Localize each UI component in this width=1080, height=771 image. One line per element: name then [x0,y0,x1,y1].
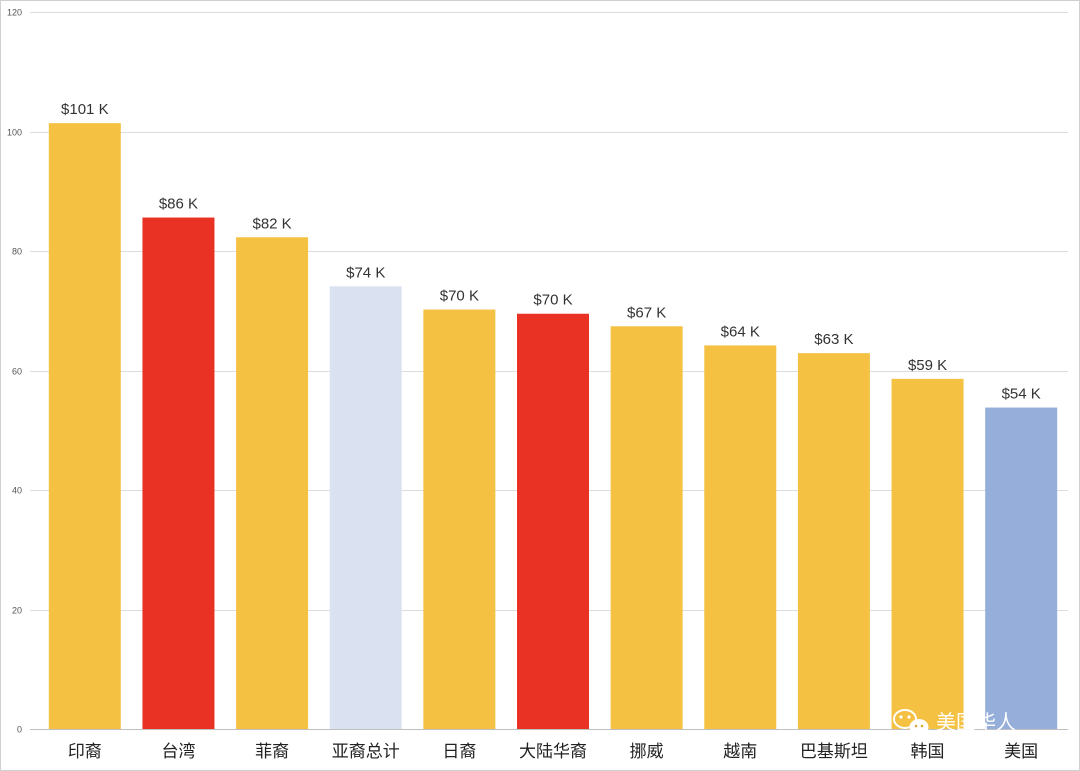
data-label: $63 K [814,331,853,348]
data-label: $86 K [159,196,198,213]
bar [236,237,309,729]
category-label: 菲裔 [255,742,289,762]
bar [517,313,589,729]
data-label: $70 K [533,292,572,309]
data-label: $70 K [440,288,479,305]
category-label: 韩国 [911,742,945,762]
y-tick-label: 100 [7,128,22,138]
bar [797,353,870,729]
data-label: $54 K [1002,386,1041,403]
bar [48,123,121,729]
watermark-text: 美国华人 [936,710,1016,734]
data-label: $74 K [346,264,385,281]
bar [423,309,496,729]
category-label: 巴基斯坦 [800,742,868,762]
bar [891,378,964,729]
data-label: $101 K [61,101,109,118]
category-labels: 印裔 台湾 菲裔 亚裔总计 日裔 大陆华裔 挪威 越南 巴基斯坦 韩国 美国 [68,742,1038,762]
bar [610,326,683,729]
wechat-icon [893,709,929,735]
category-label: 台湾 [161,742,195,762]
bars [48,123,1058,730]
category-label: 日裔 [442,742,476,762]
bar [704,345,777,729]
bar [329,286,402,729]
category-label: 印裔 [68,742,102,762]
category-label: 大陆华裔 [519,742,587,762]
category-label: 越南 [723,742,757,762]
watermark: 美国华人 [893,709,1016,735]
y-tick-label: 20 [12,606,22,616]
data-labels: $101 K $86 K $82 K $74 K $70 K $70 K $67 K $64 … [61,101,1041,402]
data-label: $82 K [252,215,291,232]
data-label: $64 K [721,323,760,340]
y-tick-label: 0 [17,725,22,735]
data-label: $59 K [908,357,947,374]
category-label: 亚裔总计 [332,742,400,762]
y-tick-label: 120 [7,8,22,18]
y-tick-label: 60 [12,367,22,377]
category-label: 挪威 [630,742,664,762]
bar [985,407,1058,729]
data-label: $67 K [627,304,666,321]
y-tick-label: 40 [12,486,22,496]
category-label: 美国 [1004,742,1038,762]
bar [142,217,215,730]
y-tick-label: 80 [12,247,22,257]
